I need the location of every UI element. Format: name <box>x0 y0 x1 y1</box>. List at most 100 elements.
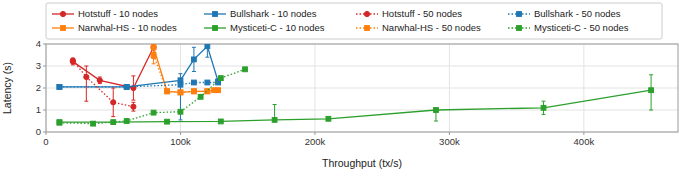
y-grid-line <box>46 66 678 67</box>
point <box>165 89 170 94</box>
y-tick <box>43 88 46 89</box>
x-tick <box>180 132 181 135</box>
error-bar <box>542 101 546 114</box>
error-cap <box>111 116 115 117</box>
legend-label: Bullshark - 50 nodes <box>534 8 621 19</box>
error-bar <box>165 90 169 94</box>
error-cap <box>273 104 277 105</box>
x-tick <box>449 132 450 135</box>
point <box>151 53 156 58</box>
legend-marker <box>213 26 218 31</box>
series-line <box>73 47 154 88</box>
y-tick <box>43 44 46 45</box>
point <box>91 121 96 126</box>
error-bar <box>152 45 156 58</box>
point <box>192 89 197 94</box>
error-bar <box>165 90 169 94</box>
series-line <box>154 55 219 92</box>
error-cap <box>649 74 653 75</box>
legend-item: Hotstuff - 50 nodes <box>356 8 462 19</box>
point <box>165 89 170 94</box>
point <box>57 85 62 90</box>
legend-label: Mysticeti-C - 50 nodes <box>534 22 629 33</box>
y-tick <box>43 132 46 133</box>
x-tick-label: 300k <box>439 136 460 147</box>
point <box>243 67 248 72</box>
point <box>649 88 654 93</box>
legend-label: Mysticeti-C - 10 nodes <box>230 22 325 33</box>
point <box>124 85 129 90</box>
series-line <box>59 69 245 123</box>
point <box>151 45 156 50</box>
error-cap <box>192 71 196 72</box>
point <box>326 116 331 121</box>
legend-label: Hotstuff - 10 nodes <box>78 8 158 19</box>
error-cap <box>131 111 135 112</box>
legend-marker <box>517 26 522 31</box>
error-cap <box>152 63 156 64</box>
point <box>151 110 156 115</box>
point <box>216 88 221 93</box>
point <box>111 100 116 105</box>
series-line <box>154 47 215 92</box>
point <box>218 119 223 124</box>
x-grid-line <box>180 44 181 132</box>
x-tick-label: 0 <box>43 136 48 147</box>
error-bar <box>178 91 182 95</box>
point <box>57 120 62 125</box>
error-cap <box>111 88 115 89</box>
x-tick <box>314 132 315 135</box>
y-grid-line <box>46 88 678 89</box>
legend-item: Mysticeti-C - 10 nodes <box>204 22 325 33</box>
point <box>178 109 183 114</box>
point <box>218 76 223 81</box>
legend-marker <box>213 12 218 17</box>
point <box>198 94 203 99</box>
axes: 0100k200k300k400k01234 <box>36 38 595 147</box>
point <box>178 82 183 87</box>
point <box>272 118 277 123</box>
point <box>84 74 89 79</box>
plot-frame <box>46 44 678 132</box>
series <box>151 45 216 95</box>
error-bar <box>152 53 156 64</box>
error-bar <box>71 58 75 62</box>
error-cap <box>131 102 135 103</box>
grid <box>46 44 678 132</box>
error-bar <box>192 47 196 71</box>
point <box>192 89 197 94</box>
error-bar <box>131 102 135 111</box>
x-axis-label: Throughput (tx/s) <box>322 157 402 169</box>
point <box>131 104 136 109</box>
y-tick <box>43 66 46 67</box>
x-tick-label: 100k <box>170 136 191 147</box>
data <box>57 44 653 126</box>
series <box>57 67 247 126</box>
point <box>192 80 197 85</box>
point <box>165 119 170 124</box>
legend-marker <box>60 11 65 16</box>
point <box>151 45 156 50</box>
error-cap <box>649 110 653 111</box>
error-cap <box>434 121 438 122</box>
legend-marker <box>517 12 522 17</box>
series <box>70 58 136 117</box>
point <box>434 108 439 113</box>
series-line <box>59 90 651 122</box>
legend-item: Narwhal-HS - 10 nodes <box>52 22 177 33</box>
y-tick-label: 4 <box>36 38 41 49</box>
point <box>541 105 546 110</box>
legend-label: Narwhal-HS - 10 nodes <box>78 22 177 33</box>
x-tick-label: 200k <box>305 136 326 147</box>
point <box>57 120 62 125</box>
point <box>178 90 183 95</box>
error-cap <box>131 100 135 101</box>
chart: 0100k200k300k400k01234Throughput (tx/s)L… <box>0 0 688 171</box>
error-cap <box>178 73 182 74</box>
series <box>151 53 220 95</box>
error-bar <box>111 88 115 117</box>
page: {"chart_data": { "type": "line", "x_labe… <box>0 0 688 171</box>
y-grid-line <box>46 110 678 111</box>
legend-frame <box>46 3 662 39</box>
y-tick-label: 1 <box>36 104 41 115</box>
